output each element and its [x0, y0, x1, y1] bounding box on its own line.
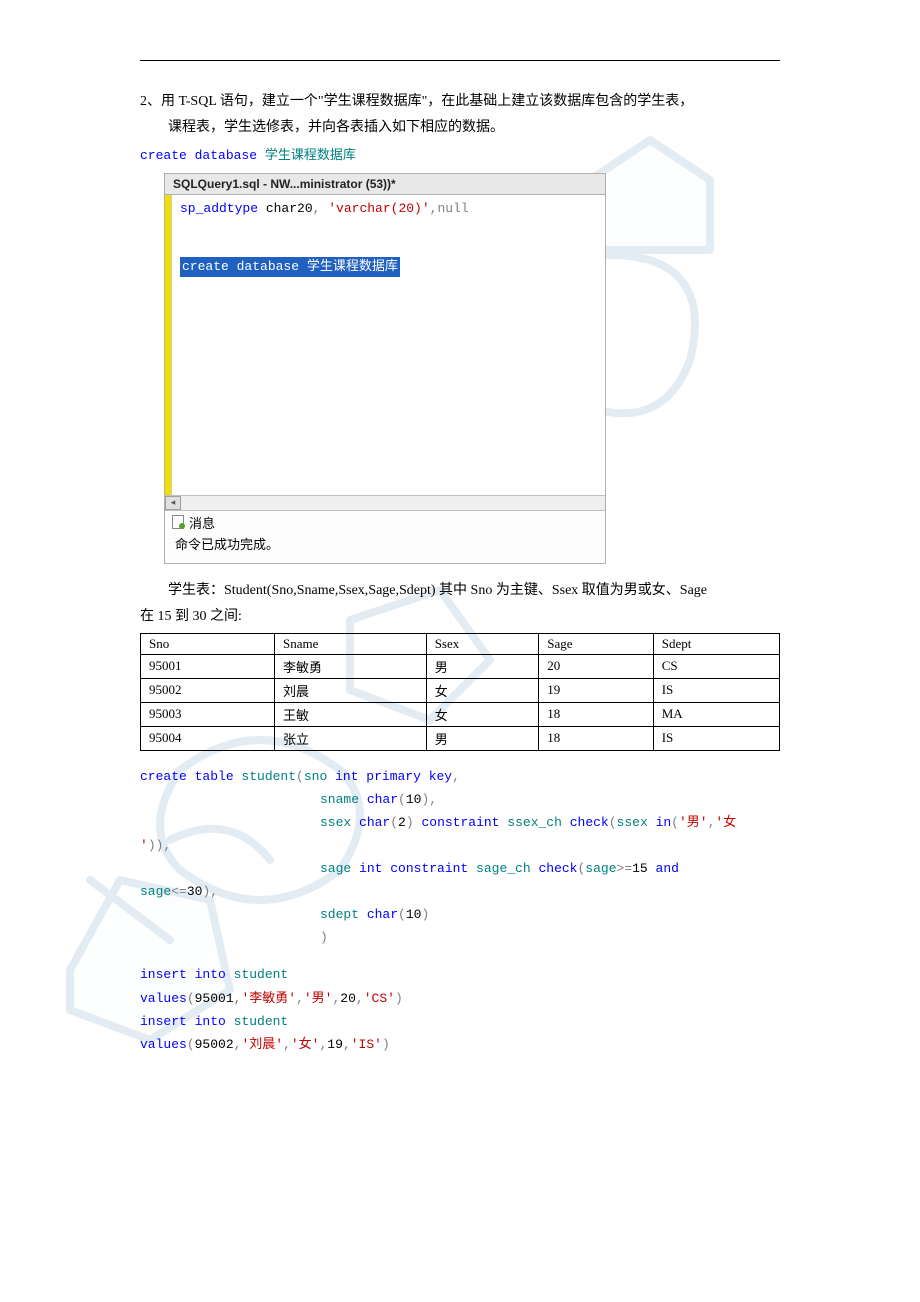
col-sno: Sno: [141, 633, 275, 654]
sql-editor-window: SQLQuery1.sql - NW...ministrator (53))* …: [164, 173, 606, 564]
sql-insert-4: values(95002,'刘晨','女',19,'IS'): [140, 1033, 780, 1056]
table-row: 95003 王敏 女 18 MA: [141, 702, 780, 726]
student-table: Sno Sname Ssex Sage Sdept 95001 李敏勇 男 20…: [140, 633, 780, 751]
create-db-line: create database 学生课程数据库: [140, 144, 780, 167]
editor-scrollbar[interactable]: ◂: [165, 495, 605, 510]
table-header-row: Sno Sname Ssex Sage Sdept: [141, 633, 780, 654]
intro-line1: 2、用 T-SQL 语句，建立一个"学生课程数据库"，在此基础上建立该数据库包含…: [140, 91, 780, 113]
editor-gutter: [165, 195, 172, 495]
editor-body: sp_addtype char20, 'varchar(20)',null cr…: [165, 195, 605, 495]
top-rule: [140, 60, 780, 61]
sql-create-7: sdept char(10): [140, 903, 780, 926]
message-body: 命令已成功完成。: [171, 534, 599, 553]
item-number: 2、: [140, 94, 161, 109]
editor-messages: 消息 命令已成功完成。: [165, 510, 605, 563]
student-desc-1: 学生表：Student(Sno,Sname,Ssex,Sage,Sdept) 其…: [140, 580, 780, 602]
col-sage: Sage: [539, 633, 653, 654]
editor-text: sp_addtype char20, 'varchar(20)',null cr…: [172, 195, 605, 495]
editor-tab-title: SQLQuery1.sql - NW...ministrator (53))*: [165, 174, 605, 195]
sql-create-8: ): [140, 926, 780, 949]
sql-create-4: ')),: [140, 834, 780, 857]
col-ssex: Ssex: [426, 633, 539, 654]
message-tab-label: 消息: [189, 513, 215, 532]
intro-line2: 课程表，学生选修表，并向各表插入如下相应的数据。: [140, 117, 780, 139]
sql-insert-1: insert into student: [140, 963, 780, 986]
student-desc-2: 在 15 到 30 之间:: [140, 606, 780, 628]
sql-insert-3: insert into student: [140, 1010, 780, 1033]
editor-highlighted-line: create database 学生课程数据库: [180, 257, 400, 277]
sql-insert-2: values(95001,'李敏勇','男',20,'CS'): [140, 987, 780, 1010]
sql-create-3: ssex char(2) constraint ssex_ch check(ss…: [140, 811, 780, 834]
sql-create-6: sage<=30),: [140, 880, 780, 903]
col-sdept: Sdept: [653, 633, 779, 654]
table-row: 95002 刘晨 女 19 IS: [141, 678, 780, 702]
table-row: 95001 李敏勇 男 20 CS: [141, 654, 780, 678]
table-row: 95004 张立 男 18 IS: [141, 726, 780, 750]
message-icon: [171, 515, 185, 529]
col-sname: Sname: [275, 633, 427, 654]
sql-create-5: sage int constraint sage_ch check(sage>=…: [140, 857, 780, 880]
scroll-left-icon[interactable]: ◂: [165, 496, 181, 510]
sql-create-1: create table student(sno int primary key…: [140, 765, 780, 788]
sql-create-2: sname char(10),: [140, 788, 780, 811]
